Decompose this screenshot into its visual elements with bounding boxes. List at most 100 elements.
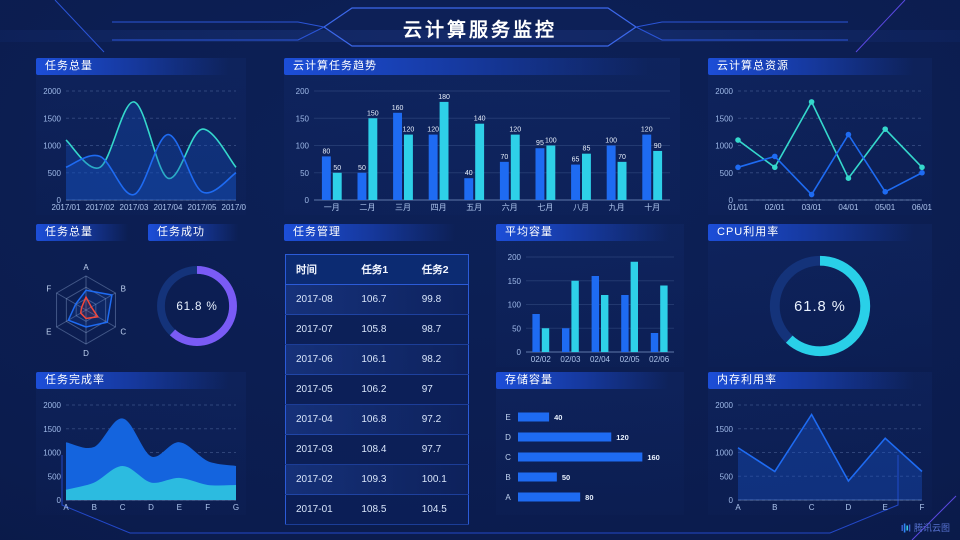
- panel-cpu-utilization: CPU利用率 61.8 %: [708, 224, 932, 367]
- svg-text:A: A: [63, 503, 69, 512]
- svg-text:80: 80: [585, 493, 593, 502]
- cloud-resource-line-chart: 0 500 1000 1500 2000 01/01 02/01 03/01 04/01 05/0…: [708, 79, 932, 215]
- svg-text:100: 100: [508, 301, 522, 310]
- panel-average-capacity: 平均容量 0 50 100 150 200 02/02 02/03 02/04 02/05 02/…: [496, 224, 684, 367]
- svg-text:C: C: [809, 503, 815, 512]
- svg-text:40: 40: [465, 170, 473, 177]
- svg-text:120: 120: [641, 127, 653, 134]
- table-row: 2017-01 108.5 104.5: [285, 494, 469, 525]
- table-cell: 2017-06: [285, 344, 352, 375]
- svg-text:50: 50: [358, 165, 366, 172]
- task-success-gauge-svg: 61.8 %: [157, 266, 237, 346]
- task-management-table: 时间 任务1 任务2 2017-08 106.7 99.8 2017-07 105.8 98.7…: [285, 254, 469, 525]
- table-row: 2017-07 105.8 98.7: [285, 314, 469, 345]
- svg-text:02/01: 02/01: [765, 203, 786, 212]
- svg-text:1000: 1000: [715, 142, 733, 151]
- panel-memory-utilization: 内存利用率 0 500 1000 1500 2000 A B C D E F: [708, 372, 932, 515]
- svg-text:0: 0: [305, 196, 310, 205]
- task-radar-svg: A B C D E F: [46, 263, 126, 358]
- table-cell: 98.7: [411, 314, 469, 345]
- panel-task-total-trend: 任务总量 0 500 1000 1500 2000 2017/01 2017/02 2017/…: [36, 58, 251, 215]
- cloudvis-logo-icon: [901, 523, 911, 532]
- svg-text:D: D: [846, 503, 852, 512]
- table-cell: 108.5: [351, 494, 412, 525]
- svg-text:200: 200: [296, 87, 310, 96]
- svg-text:八月: 八月: [573, 203, 589, 212]
- svg-text:0: 0: [57, 196, 62, 205]
- table-cell: 109.3: [351, 464, 412, 495]
- storage-hbar-svg: E 40 D 120 C 160 B 50 A 80: [505, 412, 660, 502]
- task-radar-chart: A B C D E F: [36, 245, 136, 367]
- svg-text:140: 140: [474, 116, 486, 123]
- svg-text:70: 70: [618, 154, 626, 161]
- task-trend-bar-svg: 0 50 100 150 200 80 50 160 120 40 70 95 65 100 120 50 15…: [296, 87, 670, 212]
- svg-text:B: B: [505, 473, 510, 482]
- table-cell: 104.5: [411, 494, 469, 525]
- svg-text:95: 95: [536, 140, 544, 147]
- page-title: 云计算服务监控: [402, 20, 557, 41]
- panel-title: 平均容量: [496, 224, 684, 241]
- svg-text:A: A: [735, 503, 741, 512]
- svg-text:02/06: 02/06: [649, 355, 670, 364]
- table-cell: 100.1: [411, 464, 469, 495]
- svg-text:B: B: [772, 503, 777, 512]
- svg-text:40: 40: [554, 413, 562, 422]
- svg-text:1000: 1000: [43, 449, 61, 458]
- svg-text:四月: 四月: [431, 203, 447, 212]
- table-cell: 2017-01: [285, 494, 352, 525]
- panel-task-completion-rate: 任务完成率 0 500 1000 1500 2000 A B C D E F G: [36, 372, 246, 515]
- svg-text:E: E: [46, 328, 51, 337]
- svg-text:61.8 %: 61.8 %: [794, 299, 846, 315]
- table-cell: 106.8: [351, 404, 412, 435]
- table-cell: 108.4: [351, 434, 412, 465]
- svg-text:50: 50: [562, 473, 570, 482]
- table-row: 2017-04 106.8 97.2: [285, 404, 469, 435]
- svg-text:160: 160: [647, 453, 660, 462]
- svg-text:100: 100: [605, 138, 617, 145]
- storage-capacity-hbar-chart: E 40 D 120 C 160 B 50 A 80: [496, 393, 684, 515]
- svg-text:0: 0: [729, 496, 734, 505]
- svg-text:B: B: [121, 285, 126, 294]
- svg-text:D: D: [148, 503, 154, 512]
- svg-text:65: 65: [572, 157, 580, 164]
- svg-text:F: F: [920, 503, 925, 512]
- task-total-area-svg: 0 500 1000 1500 2000 2017/01 2017/02 2017/03 201…: [43, 87, 251, 212]
- svg-text:A: A: [505, 493, 511, 502]
- svg-text:0: 0: [729, 196, 734, 205]
- table-header-cell: 任务2: [411, 254, 469, 285]
- svg-text:100: 100: [296, 142, 310, 151]
- table-cell: 106.7: [351, 284, 412, 315]
- table-header-cell: 任务1: [351, 254, 412, 285]
- svg-text:D: D: [83, 349, 89, 358]
- panel-task-total-radar: 任务总量 A B C D E F: [36, 224, 136, 367]
- panel-title: 任务总量: [36, 58, 246, 75]
- svg-text:一月: 一月: [324, 203, 340, 212]
- svg-text:85: 85: [583, 146, 591, 153]
- table-cell: 2017-05: [285, 374, 352, 405]
- svg-text:三月: 三月: [395, 203, 411, 212]
- task-total-area-chart: 0 500 1000 1500 2000 2017/01 2017/02 2017/03 201…: [36, 79, 251, 215]
- svg-text:2000: 2000: [715, 401, 733, 410]
- svg-text:0: 0: [57, 496, 62, 505]
- watermark-text: 腾讯云图: [913, 523, 950, 533]
- svg-text:120: 120: [427, 127, 439, 134]
- svg-text:150: 150: [508, 277, 522, 286]
- svg-text:七月: 七月: [537, 203, 553, 212]
- cloud-task-trend-bar-chart: 0 50 100 150 200 80 50 160 120 40 70 95 65 100 120 50 15…: [284, 79, 680, 215]
- svg-text:100: 100: [545, 138, 557, 145]
- svg-text:C: C: [120, 328, 126, 337]
- svg-text:2017/04: 2017/04: [154, 203, 183, 212]
- svg-text:02/03: 02/03: [560, 355, 581, 364]
- svg-text:C: C: [120, 503, 126, 512]
- svg-text:04/01: 04/01: [838, 203, 859, 212]
- svg-text:1500: 1500: [43, 114, 61, 123]
- task-success-gauge: 61.8 %: [148, 245, 246, 367]
- svg-text:05/01: 05/01: [875, 203, 896, 212]
- table-cell: 2017-07: [285, 314, 352, 345]
- svg-text:C: C: [505, 453, 511, 462]
- table-row: 2017-03 108.4 97.7: [285, 434, 469, 465]
- watermark: 腾讯云图: [901, 521, 950, 534]
- svg-text:A: A: [83, 263, 89, 272]
- svg-text:50: 50: [512, 324, 521, 333]
- completion-area-svg: 0 500 1000 1500 2000 A B C D E F G: [43, 401, 239, 512]
